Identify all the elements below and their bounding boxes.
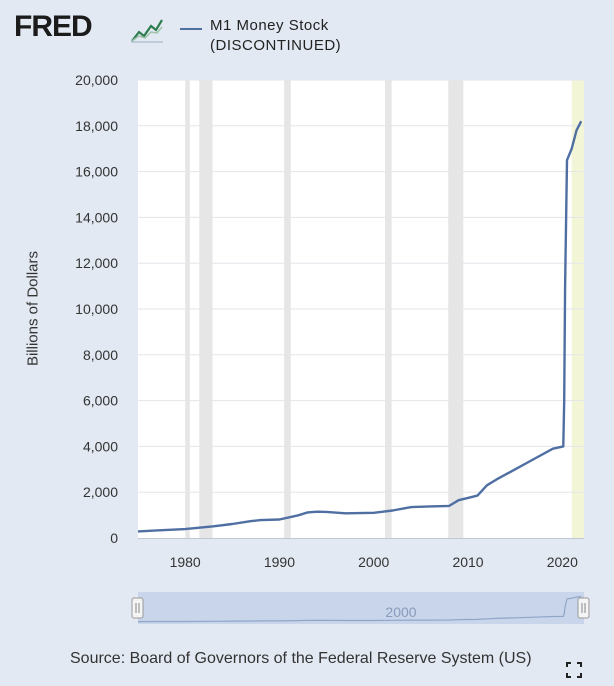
x-tick-label: 1980 bbox=[170, 554, 201, 570]
navigator-left-handle[interactable] bbox=[131, 597, 144, 619]
legend-series-swatch bbox=[180, 28, 202, 30]
x-tick-label: 2010 bbox=[452, 554, 483, 570]
gridlines bbox=[138, 79, 584, 493]
y-tick-label: 18,000 bbox=[75, 118, 118, 134]
legend-label-line1: M1 Money Stock bbox=[210, 17, 329, 34]
legend-series-label: M1 Money Stock (DISCONTINUED) bbox=[210, 16, 341, 56]
x-tick-label: 2000 bbox=[358, 554, 389, 570]
y-tick-label: 0 bbox=[110, 530, 118, 546]
fred-line-graph-icon bbox=[131, 17, 163, 43]
navigator-right-handle[interactable] bbox=[577, 597, 590, 619]
y-tick-label: 20,000 bbox=[75, 72, 118, 88]
y-tick-label: 8,000 bbox=[83, 347, 118, 363]
y-tick-labels: 0 2,000 4,000 6,000 8,000 10,000 12,000 14,000 1… bbox=[75, 72, 118, 546]
source-caption: Source: Board of Governors of the Federa… bbox=[70, 650, 532, 667]
navigator-label: 2000 bbox=[385, 604, 416, 620]
y-tick-label: 6,000 bbox=[83, 393, 118, 409]
fullscreen-icon[interactable] bbox=[566, 662, 582, 678]
navigator-track bbox=[138, 592, 584, 624]
y-tick-label: 12,000 bbox=[75, 255, 118, 271]
x-tick-labels: 1980 1990 2000 2010 2020 bbox=[170, 554, 579, 570]
fred-logo[interactable]: FRED bbox=[14, 10, 93, 43]
navigator-series-line bbox=[137, 595, 582, 623]
range-navigator[interactable]: 2000 bbox=[131, 592, 590, 624]
x-tick-label: 2020 bbox=[547, 554, 578, 570]
legend-label-line2: (DISCONTINUED) bbox=[210, 37, 342, 54]
y-tick-label: 2,000 bbox=[83, 484, 118, 500]
y-tick-label: 16,000 bbox=[75, 164, 118, 180]
y-tick-label: 4,000 bbox=[83, 438, 118, 454]
chart-header: FRED M1 Money Stock (DISCONTINUED) bbox=[0, 0, 614, 70]
series-line-m1-money-stock[interactable] bbox=[137, 120, 583, 533]
y-tick-label: 14,000 bbox=[75, 209, 118, 225]
y-tick-label: 10,000 bbox=[75, 301, 118, 317]
x-tick-label: 1990 bbox=[264, 554, 295, 570]
